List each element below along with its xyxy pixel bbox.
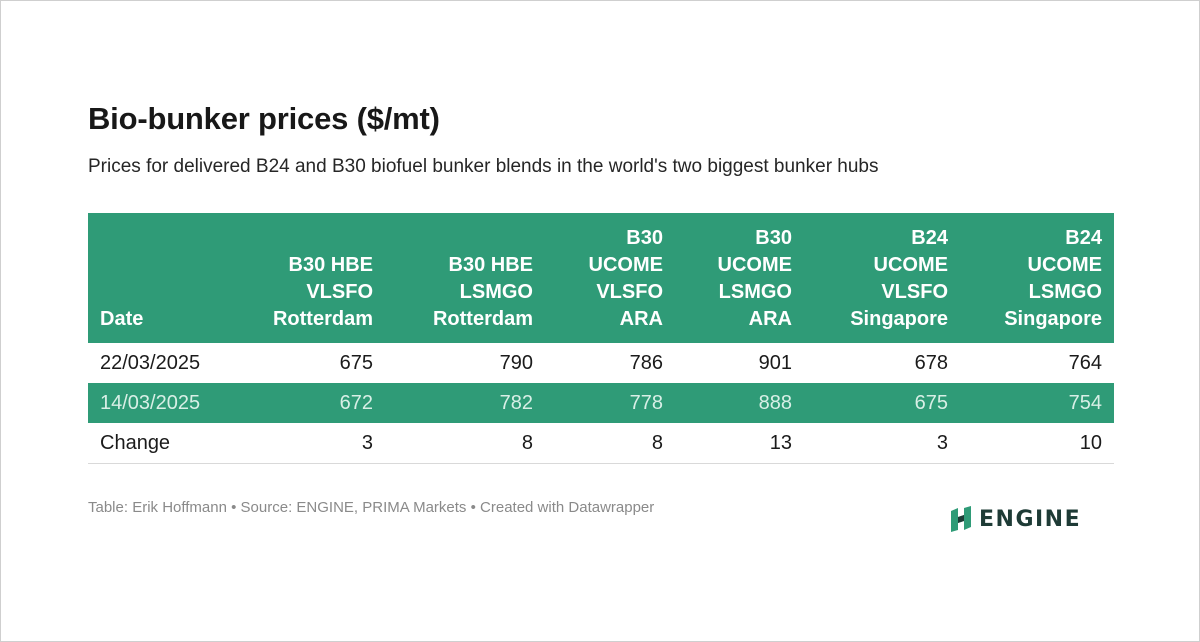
column-header-line: LSMGO xyxy=(1028,281,1102,303)
source-footer: Table: Erik Hoffmann • Source: ENGINE, P… xyxy=(88,499,655,516)
engine-logo-icon xyxy=(949,506,973,532)
column-header: B24 UCOME LSMGO Singapore xyxy=(960,213,1114,343)
value-cell: 8 xyxy=(385,423,545,464)
value-cell: 8 xyxy=(545,423,675,464)
chart-title: Bio-bunker prices ($/mt) xyxy=(88,101,440,136)
value-cell: 675 xyxy=(804,383,960,423)
value-cell: 888 xyxy=(675,383,804,423)
column-header-line: UCOME xyxy=(873,254,948,276)
row-label-cell: 22/03/2025 xyxy=(100,351,201,374)
column-header-line: LSMGO xyxy=(718,281,792,303)
column-header-line: VLSFO xyxy=(596,281,663,303)
column-header: B30 UCOME LSMGO ARA xyxy=(675,213,804,343)
engine-logo-text: ENGINE xyxy=(979,506,1082,532)
column-header-line: B30 HBE xyxy=(448,254,533,276)
column-header-line: Rotterdam xyxy=(272,308,373,330)
column-header-line: UCOME xyxy=(1027,254,1102,276)
column-header: B30 HBE VLSFO Rotterdam xyxy=(225,213,385,343)
column-header-line: VLSFO xyxy=(881,281,948,303)
column-header-line: UCOME xyxy=(717,254,792,276)
column-header-line: Singapore xyxy=(1004,308,1102,330)
value-cell: 786 xyxy=(629,351,663,374)
value-cell: 790 xyxy=(499,351,533,374)
row-label-cell: 14/03/2025 xyxy=(88,383,225,423)
value-cell: 10 xyxy=(960,423,1114,464)
table-row: 22/03/2025 675 790 786 901 678 764 xyxy=(88,343,1114,383)
table-row: 14/03/2025 672 782 778 888 675 754 xyxy=(88,383,1114,423)
column-header-line: ARA xyxy=(619,308,663,330)
column-header-line: B24 xyxy=(911,227,948,249)
engine-logo: ENGINE xyxy=(949,506,1081,532)
chart-subtitle: Prices for delivered B24 and B30 biofuel… xyxy=(88,156,879,177)
value-cell: 782 xyxy=(385,383,545,423)
value-cell: 778 xyxy=(545,383,675,423)
column-header-line: B30 xyxy=(755,227,792,249)
value-cell: 754 xyxy=(960,383,1114,423)
column-header-line: B30 HBE xyxy=(288,254,373,276)
column-header-line: UCOME xyxy=(588,254,663,276)
row-label-cell: Change xyxy=(88,423,225,464)
column-header-line: LSMGO xyxy=(459,281,533,303)
value-cell: 901 xyxy=(758,351,792,374)
column-header-line: VLSFO xyxy=(306,281,373,303)
column-header-line: B30 xyxy=(626,227,663,249)
table-row: Change 3 8 8 13 3 10 xyxy=(88,423,1114,464)
table-header-row: Date B30 HBE VLSFO Rotterdam B30 HBE LSMGO Rot… xyxy=(88,213,1114,343)
value-cell: 3 xyxy=(804,423,960,464)
column-header-line: ARA xyxy=(748,308,792,330)
value-cell: 678 xyxy=(914,351,948,374)
price-table: Date B30 HBE VLSFO Rotterdam B30 HBE LSMGO Rot… xyxy=(88,213,1114,464)
column-header: B30 HBE LSMGO Rotterdam xyxy=(385,213,545,343)
column-header-line: B24 xyxy=(1065,227,1102,249)
value-cell: 3 xyxy=(225,423,385,464)
column-header-line: Singapore xyxy=(850,308,948,330)
table-body: 22/03/2025 675 790 786 901 678 764 14/03/2025 67… xyxy=(88,343,1114,464)
column-header: B30 UCOME VLSFO ARA xyxy=(545,213,675,343)
value-cell: 13 xyxy=(675,423,804,464)
value-cell: 675 xyxy=(339,351,373,374)
value-cell: 764 xyxy=(1068,351,1102,374)
column-header: B24 UCOME VLSFO Singapore xyxy=(804,213,960,343)
column-header-line: Rotterdam xyxy=(432,308,533,330)
value-cell: 672 xyxy=(225,383,385,423)
column-header-date: Date xyxy=(88,213,225,343)
